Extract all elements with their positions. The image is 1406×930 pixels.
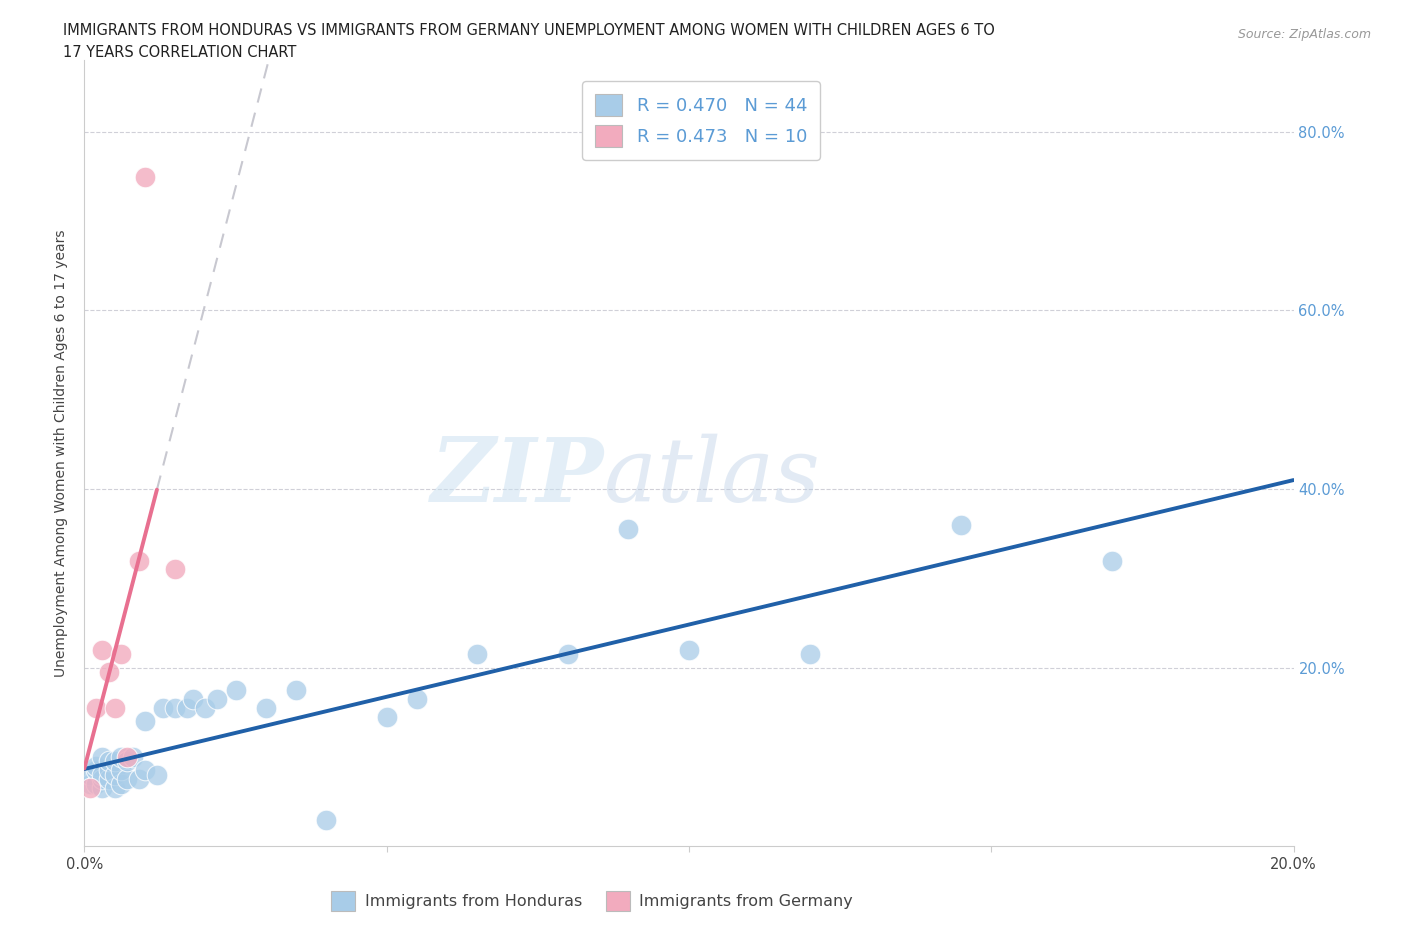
Point [165,700,187,715]
Point [97,763,120,777]
Text: Source: ZipAtlas.com: Source: ZipAtlas.com [1237,28,1371,41]
Point [91,767,114,782]
Point [97,665,120,680]
Point [79,777,101,791]
Point [678,643,700,658]
Point [104,781,127,796]
Point [134,763,156,777]
Point [375,710,398,724]
Point [91,772,114,787]
Point [97,754,120,769]
Point [134,169,156,184]
Point [315,812,337,827]
Point [1101,553,1123,568]
Point [86,700,108,715]
Text: 17 YEARS CORRELATION CHART: 17 YEARS CORRELATION CHART [63,45,297,60]
Point [134,714,156,729]
Point [128,553,150,568]
Point [285,683,308,698]
Point [110,777,132,791]
Point [152,700,174,715]
Point [86,759,108,774]
Point [617,522,640,537]
Point [86,777,108,791]
Point [121,750,143,764]
Point [165,562,187,577]
Point [104,700,127,715]
Point [91,781,114,796]
Point [110,763,132,777]
Point [176,700,198,715]
Point [799,647,821,662]
Point [181,692,204,707]
Legend: Immigrants from Honduras, Immigrants from Germany: Immigrants from Honduras, Immigrants fro… [325,884,859,917]
Point [91,643,114,658]
Point [115,772,138,787]
Point [207,692,229,707]
Point [110,647,132,662]
Point [467,647,489,662]
Point [254,700,277,715]
Point [91,750,114,764]
Point [146,767,169,782]
Point [79,767,101,782]
Point [97,772,120,787]
Point [79,781,101,796]
Point [194,700,217,715]
Y-axis label: Unemployment Among Women with Children Ages 6 to 17 years: Unemployment Among Women with Children A… [55,230,69,677]
Text: ZIP: ZIP [430,433,605,520]
Point [115,754,138,769]
Text: atlas: atlas [605,433,820,521]
Point [104,754,127,769]
Text: IMMIGRANTS FROM HONDURAS VS IMMIGRANTS FROM GERMANY UNEMPLOYMENT AMONG WOMEN WIT: IMMIGRANTS FROM HONDURAS VS IMMIGRANTS F… [63,23,995,38]
Point [225,683,247,698]
Point [406,692,429,707]
Point [86,763,108,777]
Point [557,647,579,662]
Point [104,767,127,782]
Point [950,517,973,532]
Point [128,772,150,787]
Point [115,750,138,764]
Point [110,750,132,764]
